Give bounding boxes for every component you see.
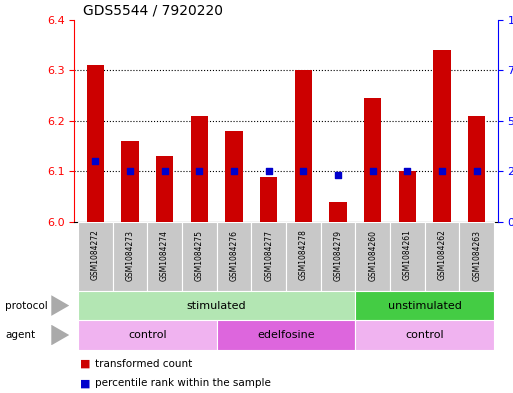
Text: GSM1084279: GSM1084279	[333, 230, 343, 281]
Bar	[147, 222, 182, 291]
Bar	[460, 222, 494, 291]
Text: control: control	[405, 330, 444, 340]
Text: ■: ■	[80, 358, 90, 369]
Point	[369, 168, 377, 174]
Bar	[216, 320, 356, 350]
Bar	[425, 222, 460, 291]
Bar	[294, 70, 312, 222]
Bar	[182, 222, 216, 291]
Text: agent: agent	[5, 330, 35, 340]
Text: ■: ■	[80, 378, 90, 388]
Bar	[286, 222, 321, 291]
Point	[265, 168, 273, 174]
Bar	[356, 291, 494, 320]
Bar	[78, 291, 356, 320]
Point	[230, 168, 238, 174]
Bar	[225, 131, 243, 222]
Polygon shape	[51, 325, 69, 345]
Text: GSM1084277: GSM1084277	[264, 230, 273, 281]
Text: GSM1084261: GSM1084261	[403, 230, 412, 281]
Text: GSM1084274: GSM1084274	[160, 230, 169, 281]
Point	[438, 168, 446, 174]
Bar	[356, 222, 390, 291]
Text: GSM1084263: GSM1084263	[472, 230, 481, 281]
Point	[472, 168, 481, 174]
Text: GSM1084262: GSM1084262	[438, 230, 447, 281]
Text: unstimulated: unstimulated	[388, 301, 462, 310]
Point	[403, 168, 411, 174]
Bar	[216, 222, 251, 291]
Bar	[468, 116, 485, 222]
Polygon shape	[51, 295, 69, 316]
Bar	[364, 98, 381, 222]
Text: edelfosine: edelfosine	[257, 330, 315, 340]
Point	[91, 158, 100, 164]
Text: control: control	[128, 330, 167, 340]
Bar	[251, 222, 286, 291]
Bar	[121, 141, 139, 222]
Bar	[191, 116, 208, 222]
Bar	[87, 65, 104, 222]
Bar	[356, 320, 494, 350]
Bar	[78, 320, 216, 350]
Text: GSM1084260: GSM1084260	[368, 230, 377, 281]
Text: stimulated: stimulated	[187, 301, 246, 310]
Bar	[112, 222, 147, 291]
Text: GSM1084272: GSM1084272	[91, 230, 100, 281]
Point	[334, 173, 342, 179]
Point	[161, 168, 169, 174]
Point	[299, 168, 307, 174]
Bar	[390, 222, 425, 291]
Bar	[156, 156, 173, 222]
Bar	[399, 171, 416, 222]
Bar	[78, 222, 112, 291]
Text: protocol: protocol	[5, 301, 48, 310]
Text: GSM1084275: GSM1084275	[195, 230, 204, 281]
Point	[195, 168, 203, 174]
Text: GDS5544 / 7920220: GDS5544 / 7920220	[83, 3, 223, 17]
Point	[126, 168, 134, 174]
Bar	[260, 176, 278, 222]
Bar	[321, 222, 356, 291]
Bar	[329, 202, 347, 222]
Text: percentile rank within the sample: percentile rank within the sample	[95, 378, 271, 388]
Bar	[433, 50, 451, 222]
Text: GSM1084276: GSM1084276	[229, 230, 239, 281]
Text: GSM1084273: GSM1084273	[125, 230, 134, 281]
Text: transformed count: transformed count	[95, 358, 192, 369]
Text: GSM1084278: GSM1084278	[299, 230, 308, 281]
